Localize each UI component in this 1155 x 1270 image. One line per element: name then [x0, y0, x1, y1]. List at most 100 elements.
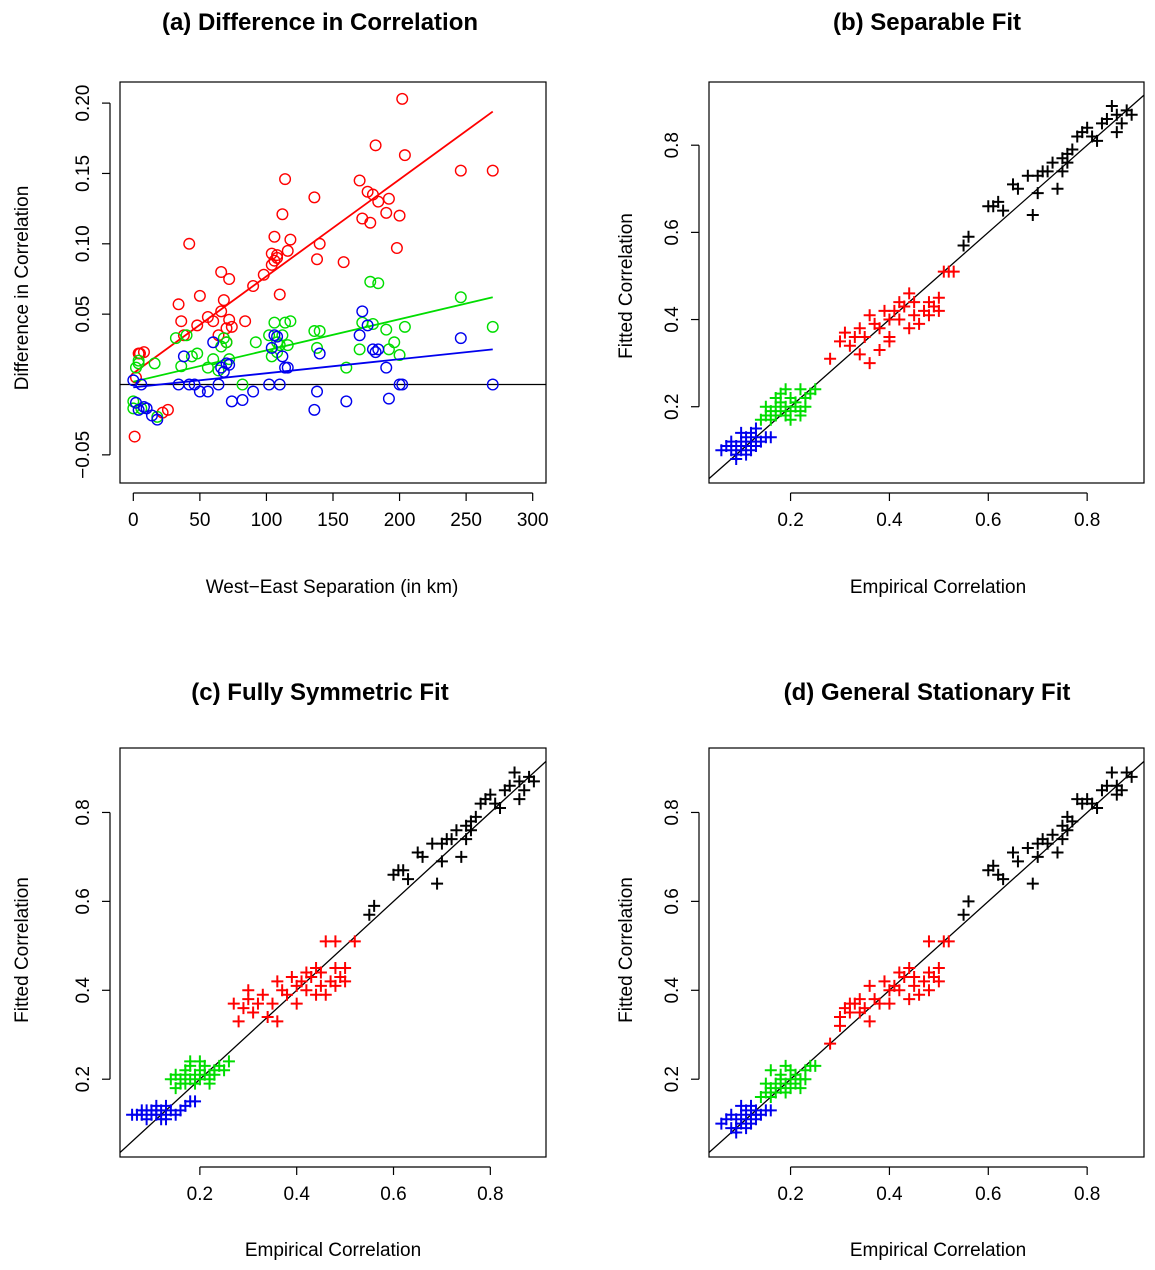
data-point: [372, 277, 385, 290]
data-point: [1046, 828, 1059, 841]
data-point: [1021, 842, 1034, 855]
panel-a-ylabel: Difference in Correlation: [12, 186, 33, 391]
data-point: [339, 975, 352, 988]
panel-c-ylabel: Fitted Correlation: [12, 877, 33, 1023]
data-point: [992, 195, 1005, 208]
series-black: [957, 766, 1138, 921]
data-point: [997, 204, 1010, 217]
data-point: [863, 1015, 876, 1028]
x-tick-label: 0.4: [876, 1184, 903, 1205]
data-point: [1011, 182, 1024, 195]
panel-b-xlabel: Empirical Correlation: [850, 577, 1026, 598]
data-point: [169, 1082, 182, 1095]
y-tick-label: 0.2: [662, 394, 683, 420]
x-tick-label: 0.6: [380, 1184, 406, 1205]
data-point: [271, 251, 284, 264]
data-point: [285, 970, 298, 983]
data-point: [180, 329, 193, 342]
data-point: [903, 322, 916, 335]
data-point: [212, 364, 225, 377]
data-point: [222, 1055, 235, 1068]
data-point: [361, 319, 374, 332]
data-point: [908, 296, 921, 309]
plot-frame: [708, 747, 1145, 1158]
data-point: [151, 413, 164, 426]
panel-b-title: (b) Separable Fit: [833, 9, 1021, 36]
panel-c-xlabel: Empirical Correlation: [245, 1240, 421, 1261]
panel-c-fully-symmetric-fit: (c) Fully Symmetric Fit Empirical Correl…: [12, 679, 547, 1261]
data-point: [271, 249, 284, 262]
data-point: [382, 192, 395, 205]
panel-c-title: (c) Fully Symmetric Fit: [191, 679, 448, 706]
data-point: [369, 139, 382, 152]
data-point: [308, 325, 321, 338]
data-point: [397, 864, 410, 877]
x-tick-label: 0.4: [283, 1184, 310, 1205]
data-point: [273, 378, 286, 391]
data-point: [276, 329, 289, 342]
plot-frame: [119, 81, 547, 484]
y-tick-label: 0.6: [73, 888, 94, 914]
data-point: [779, 1059, 792, 1072]
data-point: [308, 403, 321, 416]
y-tick-label: 0.05: [73, 296, 94, 333]
data-point: [396, 92, 409, 105]
data-point: [290, 997, 303, 1010]
data-point: [223, 358, 236, 371]
data-point: [364, 216, 377, 229]
data-point: [1026, 877, 1039, 890]
y-tick-label: 0.4: [662, 306, 683, 333]
data-point: [759, 400, 772, 413]
data-point: [460, 833, 473, 846]
identity-line: [120, 760, 546, 1154]
data-point: [279, 173, 292, 186]
data-point: [730, 1126, 743, 1139]
data-point: [148, 357, 161, 370]
data-point: [271, 330, 284, 343]
data-point: [454, 291, 467, 304]
data-point: [764, 431, 777, 444]
data-point: [132, 357, 145, 370]
data-point: [450, 824, 463, 837]
data-point: [863, 357, 876, 370]
data-point: [1026, 208, 1039, 221]
data-point: [799, 400, 812, 413]
data-point: [201, 361, 214, 374]
data-point: [893, 313, 906, 326]
data-point: [838, 326, 851, 339]
data-point: [740, 1122, 753, 1135]
data-point: [513, 793, 526, 806]
data-point: [947, 265, 960, 278]
data-point: [372, 195, 385, 208]
data-point: [809, 1059, 822, 1072]
data-point: [903, 993, 916, 1006]
data-point: [833, 335, 846, 348]
data-point: [873, 322, 886, 335]
data-point: [932, 962, 945, 975]
data-point: [486, 320, 499, 333]
series-red: [824, 935, 955, 1050]
data-point: [508, 766, 521, 779]
data-point: [208, 1068, 221, 1081]
y-tick-label: 0.10: [73, 225, 94, 262]
y-tick-label: 0.15: [73, 155, 94, 192]
data-point: [431, 877, 444, 890]
series-black: [957, 99, 1138, 252]
x-tick-label: 0.2: [777, 1184, 803, 1205]
data-point: [893, 984, 906, 997]
y-tick-label: 0.20: [73, 85, 94, 122]
data-point: [215, 265, 228, 278]
data-point: [340, 395, 353, 408]
panel-d-ylabel: Fitted Correlation: [616, 877, 637, 1023]
data-point: [220, 336, 233, 349]
data-point: [527, 775, 540, 788]
data-point: [353, 329, 366, 342]
data-point: [266, 997, 279, 1010]
data-point: [503, 779, 516, 792]
data-point: [922, 309, 935, 322]
data-point: [284, 315, 297, 328]
data-point: [932, 975, 945, 988]
data-point: [363, 908, 376, 921]
data-point: [366, 343, 379, 356]
